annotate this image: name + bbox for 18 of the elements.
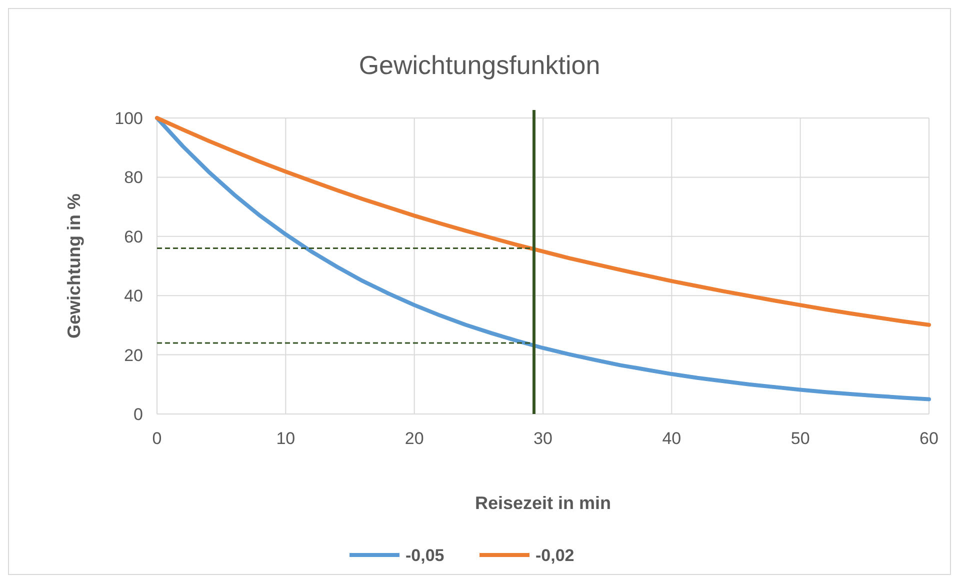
- x-tick-label: 40: [662, 429, 682, 448]
- x-tick-label: 60: [920, 429, 938, 448]
- x-tick-label: 30: [534, 429, 552, 448]
- x-tick-label: 10: [276, 429, 296, 448]
- y-tick-label: 20: [124, 346, 143, 365]
- y-tick-label: 0: [134, 404, 143, 424]
- legend-label: -0,05: [406, 546, 444, 565]
- x-tick-label: 50: [790, 429, 810, 448]
- x-tick-label: 0: [152, 429, 162, 448]
- y-axis-title: Gewichtung in %: [64, 193, 84, 339]
- y-tick-label: 100: [114, 108, 143, 128]
- y-tick-label: 40: [124, 286, 143, 306]
- y-tick-label: 80: [124, 168, 143, 188]
- y-tick-label: 60: [124, 227, 143, 246]
- x-tick-label: 20: [404, 429, 424, 448]
- legend-label: -0,02: [536, 546, 574, 565]
- chart-title: Gewichtungsfunktion: [358, 50, 600, 80]
- x-axis-title: Reisezeit in min: [474, 493, 612, 513]
